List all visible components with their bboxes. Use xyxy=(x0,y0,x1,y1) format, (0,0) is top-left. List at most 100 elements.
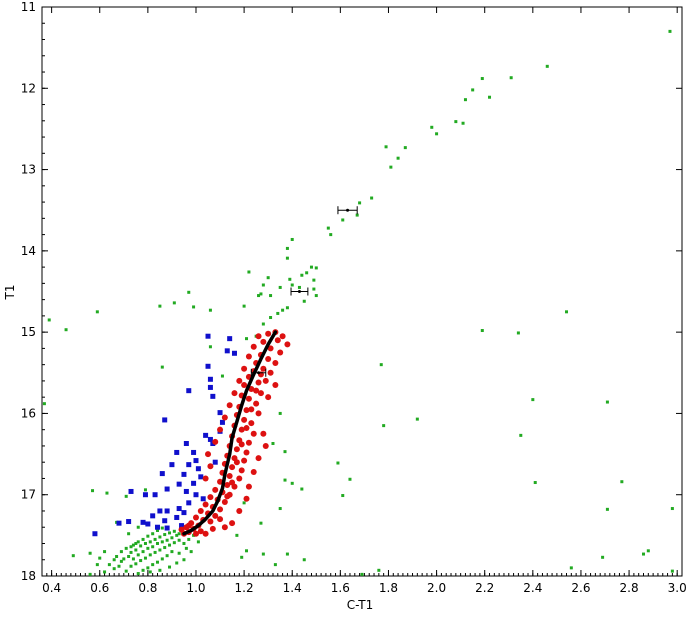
field-star-point xyxy=(160,365,164,369)
field-star-point xyxy=(129,550,133,554)
field-star-point xyxy=(257,294,261,298)
red-giant-point xyxy=(238,441,245,448)
red-giant-point xyxy=(245,483,252,490)
x-tick-label: 3.0 xyxy=(668,581,687,595)
blue-straggler-point xyxy=(231,350,237,356)
red-giant-point xyxy=(250,343,257,350)
field-star-point xyxy=(151,563,155,567)
field-star-point xyxy=(122,557,126,561)
blue-straggler-point xyxy=(186,462,192,468)
blue-straggler-point xyxy=(186,500,192,506)
blue-straggler-point xyxy=(207,436,213,442)
field-star-point xyxy=(261,283,265,287)
field-star-point xyxy=(71,554,75,558)
field-star-point xyxy=(314,266,318,270)
blue-straggler-point xyxy=(162,417,168,423)
field-star-point xyxy=(158,548,162,552)
field-star-point xyxy=(158,568,162,572)
field-star-point xyxy=(430,125,434,129)
field-star-point xyxy=(336,461,340,465)
field-star-point xyxy=(565,310,569,314)
field-star-point xyxy=(163,546,167,550)
red-giant-point xyxy=(243,449,250,456)
field-star-point xyxy=(670,569,674,573)
field-star-point xyxy=(370,196,374,200)
y-tick-label: 13 xyxy=(21,163,36,177)
field-star-point xyxy=(153,537,157,541)
field-star-point xyxy=(259,521,263,525)
blue-straggler-point xyxy=(193,492,199,498)
red-giant-point xyxy=(212,486,219,493)
field-star-point xyxy=(377,568,381,572)
field-star-point xyxy=(158,304,162,308)
x-tick-label: 2.4 xyxy=(523,581,542,595)
red-giant-point xyxy=(226,473,233,480)
field-star-point xyxy=(129,545,133,549)
field-star-point xyxy=(124,546,128,550)
red-giant-point xyxy=(236,507,243,514)
blue-straggler-point xyxy=(183,441,189,447)
fiducial-line xyxy=(182,330,278,536)
field-star-point xyxy=(146,546,150,550)
red-giant-point xyxy=(192,514,199,521)
field-star-point xyxy=(95,563,99,567)
field-star-point xyxy=(172,301,176,305)
field-star-point xyxy=(300,273,304,277)
field-star-point xyxy=(329,233,333,237)
field-star-point xyxy=(153,550,157,554)
red-giant-point xyxy=(217,426,224,433)
red-giant-point xyxy=(265,355,272,362)
field-star-point xyxy=(601,555,605,559)
blue-straggler-point xyxy=(164,486,170,492)
red-giant-point xyxy=(260,430,267,437)
blue-straggler-point xyxy=(183,488,189,494)
x-tick-label: 0.6 xyxy=(90,581,109,595)
field-star-point xyxy=(620,480,624,484)
blue-straggler-point xyxy=(191,480,197,486)
x-tick-label: 2.6 xyxy=(571,581,590,595)
x-axis-title: C-T1 xyxy=(347,598,374,612)
x-tick-label: 1.2 xyxy=(235,581,254,595)
field-star-point xyxy=(119,550,123,554)
field-star-point xyxy=(415,417,419,421)
field-star-point xyxy=(235,533,239,537)
x-tick-label: 0.8 xyxy=(138,581,157,595)
red-giant-point xyxy=(224,493,231,500)
x-tick-label: 2.2 xyxy=(475,581,494,595)
field-star-point xyxy=(112,567,116,571)
field-star-point xyxy=(278,285,282,289)
field-star-point xyxy=(271,442,275,446)
field-star-point xyxy=(124,569,128,573)
field-star-point xyxy=(358,201,362,205)
field-star-point xyxy=(281,308,285,312)
field-star-point xyxy=(124,494,128,498)
field-star-point xyxy=(297,285,301,289)
field-star-point xyxy=(155,528,159,532)
field-star-point xyxy=(355,213,359,217)
field-star-point xyxy=(146,534,150,538)
field-star-point xyxy=(175,533,179,537)
field-star-point xyxy=(269,316,273,320)
data-marks xyxy=(42,29,674,576)
red-giant-point xyxy=(236,475,243,482)
field-star-point xyxy=(177,551,181,555)
red-giant-point xyxy=(233,446,240,453)
red-giant-point xyxy=(207,494,214,501)
field-star-point xyxy=(488,95,492,99)
field-star-point xyxy=(516,331,520,335)
field-star-point xyxy=(290,237,294,241)
blue-straggler-point xyxy=(169,462,175,468)
red-giant-point xyxy=(253,400,260,407)
field-star-point xyxy=(160,526,164,530)
y-tick-label: 17 xyxy=(21,488,36,502)
field-star-point xyxy=(196,540,200,544)
field-star-point xyxy=(283,450,287,454)
field-star-point xyxy=(305,271,309,275)
field-star-point xyxy=(105,491,109,495)
y-tick-label: 18 xyxy=(21,569,36,583)
field-star-point xyxy=(172,541,176,545)
field-star-point xyxy=(269,294,273,298)
blue-straggler-point xyxy=(176,506,182,512)
field-star-point xyxy=(302,558,306,562)
